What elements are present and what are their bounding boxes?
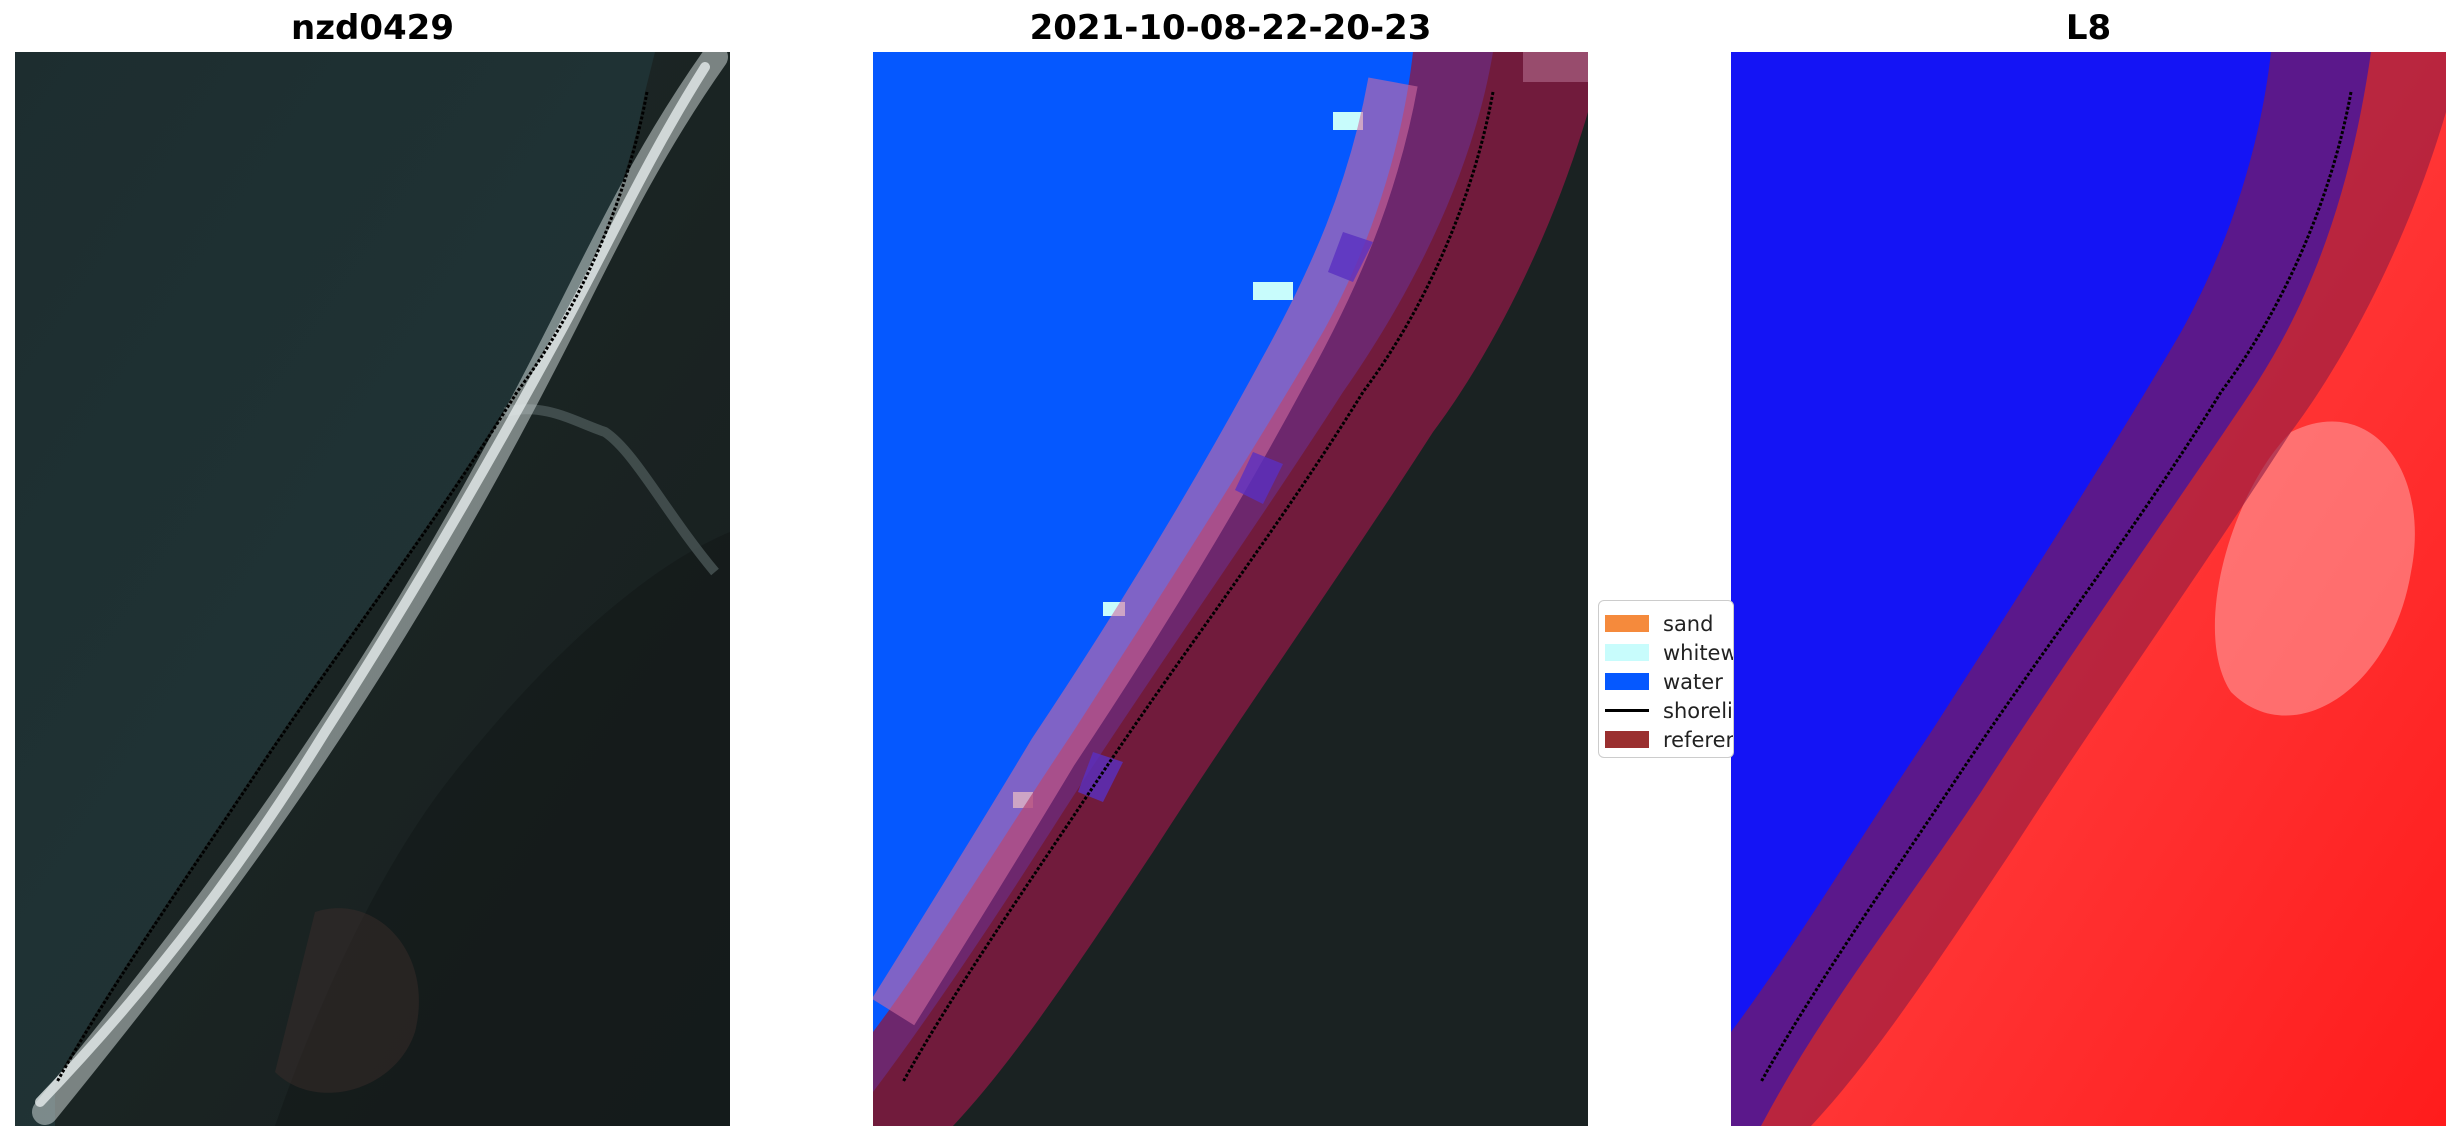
shoreline-line <box>901 91 1495 1083</box>
panel-title-classification: 2021-10-08-22-20-23 <box>1029 8 1432 48</box>
legend-swatch-reference-buffer <box>1605 731 1649 748</box>
legend-item-shoreline: shoreline <box>1605 696 1733 725</box>
legend-swatch-water <box>1605 673 1649 690</box>
legend-swatch-sand <box>1605 615 1649 632</box>
legend-label-water: water <box>1663 669 1723 694</box>
breaking-wave <box>35 62 710 1107</box>
index-panel <box>1731 52 2446 1126</box>
panel-title-rgb: nzd0429 <box>291 8 454 48</box>
panel-title-index: L8 <box>2065 8 2112 48</box>
land-index-area <box>1761 52 2446 1126</box>
legend-swatch-shoreline <box>1605 709 1649 712</box>
legend-item-sand: sand <box>1605 609 1733 638</box>
legend-item-reference-buffer: reference shoreline buffer <box>1605 725 1733 754</box>
brown-patch <box>275 908 419 1093</box>
legend-label-shoreline: shoreline <box>1663 698 1733 723</box>
legend-label-reference-buffer: reference shoreline buffer <box>1663 727 1733 752</box>
legend-item-water: water <box>1605 667 1733 696</box>
light-patch <box>2214 421 2415 716</box>
classification-panel <box>873 52 1588 1126</box>
legend-swatch-whitewater <box>1605 644 1649 661</box>
river <box>503 404 719 576</box>
rgb-image-panel <box>15 52 730 1126</box>
legend-label-sand: sand <box>1663 611 1714 636</box>
shoreline-line <box>55 91 649 1083</box>
shoreline-line <box>1759 91 2353 1083</box>
